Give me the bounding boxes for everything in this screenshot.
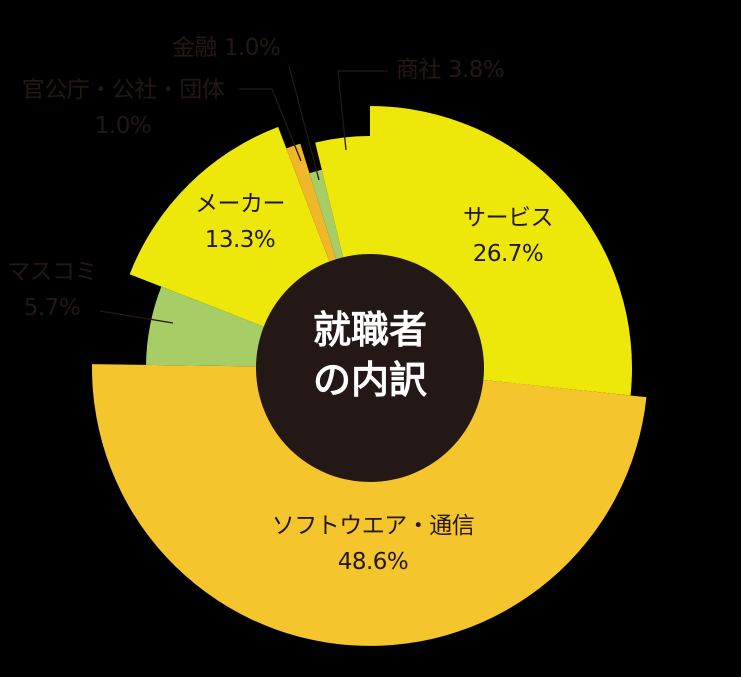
label-manufacturer: メーカー 13.3% <box>180 186 300 258</box>
leader-line-finance <box>288 65 320 181</box>
label-finance-pct: 1.0% <box>223 35 281 61</box>
leader-lines <box>99 65 388 324</box>
label-manufacturer-pct: 13.3% <box>204 227 276 253</box>
label-service-pct: 26.7% <box>472 241 544 267</box>
label-finance: 金融 1.0% <box>172 30 312 66</box>
label-service-name: サービス <box>463 205 554 231</box>
label-manufacturer-name: メーカー <box>195 191 286 217</box>
label-government-pct: 1.0% <box>94 113 152 139</box>
label-masscom-pct: 5.7% <box>23 295 81 321</box>
label-government: 官公庁・公社・団体 1.0% <box>14 72 232 144</box>
label-trading: 商社 3.8% <box>396 52 536 88</box>
label-masscom: マスコミ 5.7% <box>0 254 104 326</box>
center-circle <box>256 254 484 482</box>
center-title-line2: の内訳 <box>312 358 427 402</box>
label-government-name: 官公庁・公社・団体 <box>21 77 225 103</box>
center-title: 就職者 の内訳 <box>256 305 484 405</box>
label-finance-text: 金融 1.0% <box>172 30 312 66</box>
label-software-pct: 48.6% <box>337 549 409 575</box>
label-software-name: ソフトウエア・通信 <box>271 513 475 539</box>
label-masscom-name: マスコミ <box>7 259 98 285</box>
slice-software <box>92 364 647 646</box>
leader-line-government <box>239 88 302 162</box>
label-trading-name: 商社 <box>396 57 442 83</box>
leader-line-trading <box>337 70 388 151</box>
label-finance-name: 金融 <box>172 35 218 61</box>
center-title-line1: 就職者 <box>312 308 427 352</box>
label-trading-text: 商社 3.8% <box>396 52 536 88</box>
label-trading-pct: 3.8% <box>447 57 505 83</box>
label-software: ソフトウエア・通信 48.6% <box>238 508 508 580</box>
leader-line-masscom <box>99 310 174 324</box>
label-service: サービス 26.7% <box>448 200 568 272</box>
